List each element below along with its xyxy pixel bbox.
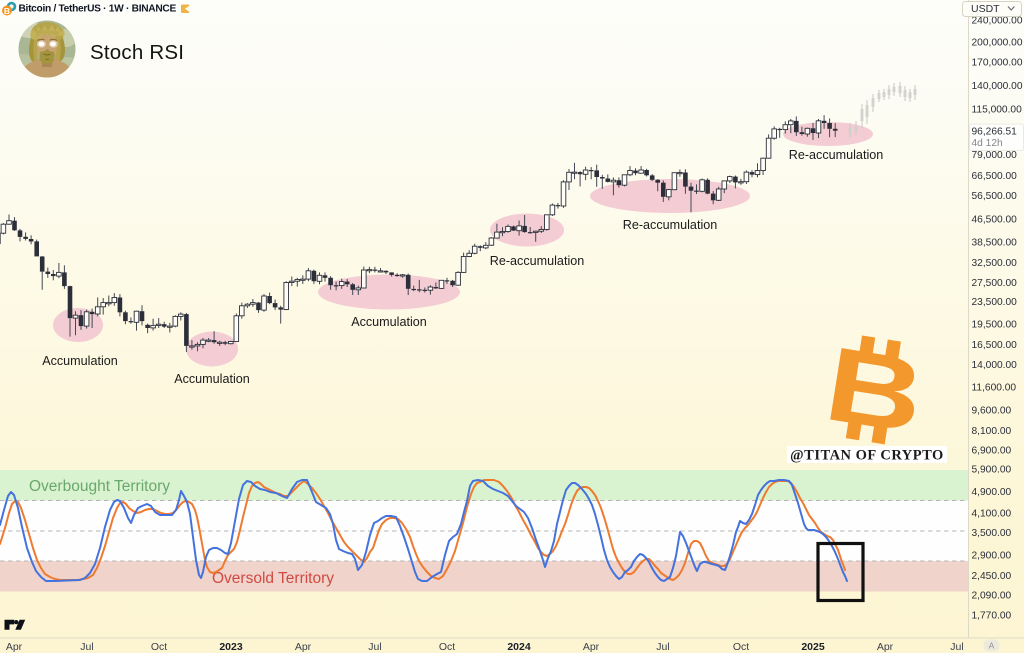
svg-text:6,900.00: 6,900.00 <box>972 446 1012 457</box>
svg-text:200,000.00: 200,000.00 <box>972 38 1023 49</box>
svg-text:Oct: Oct <box>151 641 167 653</box>
svg-text:Accumulation: Accumulation <box>174 372 250 386</box>
svg-text:240,000.00: 240,000.00 <box>972 16 1023 27</box>
svg-text:2024: 2024 <box>507 641 531 653</box>
svg-text:66,500.00: 66,500.00 <box>972 171 1018 182</box>
svg-text:32,500.00: 32,500.00 <box>972 258 1018 269</box>
svg-text:Re-accumulation: Re-accumulation <box>789 148 884 162</box>
svg-text:4,900.00: 4,900.00 <box>972 487 1012 498</box>
svg-text:Accumulation: Accumulation <box>351 315 427 329</box>
svg-text:115,000.00: 115,000.00 <box>972 105 1023 116</box>
svg-text:19,500.00: 19,500.00 <box>972 320 1018 331</box>
svg-text:Jul: Jul <box>656 641 669 653</box>
svg-text:2,090.00: 2,090.00 <box>972 590 1012 601</box>
svg-text:8,100.00: 8,100.00 <box>972 426 1012 437</box>
svg-text:Apr: Apr <box>6 641 23 653</box>
svg-text:96,266.51: 96,266.51 <box>972 127 1018 138</box>
svg-text:Re-accumulation: Re-accumulation <box>490 254 585 268</box>
svg-text:Apr: Apr <box>877 641 894 653</box>
svg-text:A: A <box>989 641 995 651</box>
svg-text:Oct: Oct <box>733 641 749 653</box>
svg-text:Apr: Apr <box>295 641 312 653</box>
svg-text:170,000.00: 170,000.00 <box>972 57 1023 68</box>
svg-text:B: B <box>818 325 931 456</box>
svg-text:4,100.00: 4,100.00 <box>972 509 1012 520</box>
svg-text:Bitcoin / TetherUS · 1W · BINA: Bitcoin / TetherUS · 1W · BINANCE <box>19 4 177 15</box>
svg-text:4d 12h: 4d 12h <box>972 138 1003 149</box>
svg-text:Re-accumulation: Re-accumulation <box>623 218 718 232</box>
svg-text:3,500.00: 3,500.00 <box>972 528 1012 539</box>
svg-text:Jul: Jul <box>80 641 93 653</box>
svg-text:56,500.00: 56,500.00 <box>972 191 1018 202</box>
svg-text:Jul: Jul <box>950 641 963 653</box>
svg-text:27,500.00: 27,500.00 <box>972 278 1018 289</box>
svg-text:USDT: USDT <box>971 3 1000 15</box>
svg-text:14,000.00: 14,000.00 <box>972 360 1018 371</box>
svg-text:46,500.00: 46,500.00 <box>972 214 1018 225</box>
svg-text:79,000.00: 79,000.00 <box>972 150 1018 161</box>
svg-text:2023: 2023 <box>219 641 243 653</box>
svg-text:38,500.00: 38,500.00 <box>972 237 1018 248</box>
svg-text:B: B <box>4 6 10 16</box>
svg-text:1,770.00: 1,770.00 <box>972 610 1012 621</box>
svg-text:9,600.00: 9,600.00 <box>972 406 1012 417</box>
svg-text:Apr: Apr <box>583 641 600 653</box>
svg-text:Jul: Jul <box>368 641 381 653</box>
svg-text:Stoch RSI: Stoch RSI <box>90 41 184 64</box>
svg-text:2025: 2025 <box>801 641 825 653</box>
svg-text:11,600.00: 11,600.00 <box>972 383 1017 394</box>
svg-text:16,500.00: 16,500.00 <box>972 340 1018 351</box>
svg-text:5,900.00: 5,900.00 <box>972 465 1012 476</box>
svg-text:2,450.00: 2,450.00 <box>972 571 1012 582</box>
svg-text:140,000.00: 140,000.00 <box>972 81 1023 92</box>
svg-text:2,900.00: 2,900.00 <box>972 551 1012 562</box>
svg-text:23,500.00: 23,500.00 <box>972 297 1018 308</box>
svg-text:@TITAN OF CRYPTO: @TITAN OF CRYPTO <box>790 448 944 464</box>
svg-text:Accumulation: Accumulation <box>42 354 118 368</box>
svg-text:Oct: Oct <box>439 641 455 653</box>
svg-text:Overbought Territory: Overbought Territory <box>29 478 170 495</box>
svg-text:Oversold Territory: Oversold Territory <box>212 570 334 587</box>
